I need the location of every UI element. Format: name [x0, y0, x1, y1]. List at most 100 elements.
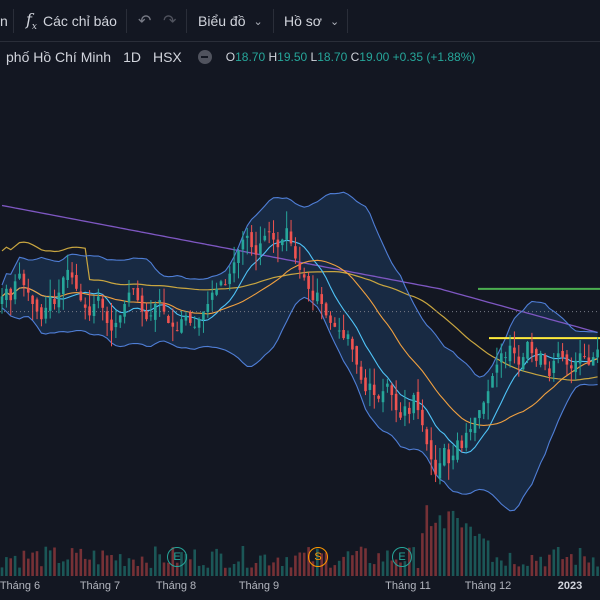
volume-bar — [250, 567, 253, 576]
candle-body — [508, 345, 512, 362]
candle-body — [149, 315, 153, 317]
candle-body — [180, 319, 183, 333]
candle-body — [425, 429, 429, 445]
candle-body — [302, 274, 306, 278]
event-letter: E — [398, 551, 406, 563]
candle-body — [451, 455, 455, 461]
volume-bar — [421, 533, 424, 576]
exchange-label[interactable]: HSX — [152, 49, 182, 65]
candle-body — [513, 347, 516, 354]
volume-bar — [281, 566, 284, 576]
volume-bar — [596, 566, 599, 576]
open-value: 18.70 — [235, 50, 266, 64]
volume-bar — [495, 557, 499, 576]
volume-bar — [399, 562, 402, 576]
volume-bar — [565, 557, 569, 576]
candle-body — [202, 311, 205, 320]
event-marker-earnings[interactable]: E — [167, 547, 187, 567]
candle-body — [224, 284, 227, 286]
volume-bar — [245, 567, 249, 576]
indicators-label: Các chỉ báo — [43, 13, 117, 29]
candle-body — [272, 233, 275, 240]
collapse-legend-icon[interactable] — [197, 50, 212, 64]
chart-menu-label: Biểu đồ — [198, 13, 246, 29]
volume-bar — [154, 546, 157, 576]
candle-body — [263, 235, 267, 241]
candle-body — [521, 357, 525, 370]
candle-body — [329, 315, 332, 323]
volume-bar — [381, 561, 385, 576]
volume-bar — [92, 550, 96, 576]
volume-bar — [167, 562, 170, 576]
volume-bar — [193, 549, 196, 576]
candle-body — [421, 409, 424, 426]
volume-bar — [206, 567, 210, 576]
candle-body — [154, 304, 157, 320]
time-axis-label: Tháng 7 — [79, 580, 121, 592]
event-marker-split[interactable]: S — [308, 547, 328, 567]
candle-body — [215, 288, 218, 295]
candle-body — [587, 357, 591, 365]
volume-bar — [158, 554, 161, 576]
candle-body — [189, 312, 192, 323]
indicators-button[interactable]: fx Các chỉ báo — [26, 0, 117, 42]
candle-body — [548, 368, 551, 376]
candle-body — [48, 296, 52, 311]
candle-body — [324, 303, 328, 316]
volume-bar — [556, 547, 560, 576]
bollinger-band-fill — [2, 192, 598, 511]
candle-body — [316, 292, 319, 302]
candle-body — [35, 299, 39, 312]
volume-bar — [548, 554, 551, 576]
candle-body — [298, 263, 302, 270]
volume-bar — [5, 557, 8, 576]
bollinger-upper-line — [1, 191, 598, 378]
event-letter: S — [314, 551, 322, 563]
volume-bar — [18, 567, 21, 576]
volume-bar — [591, 557, 595, 576]
profile-menu-button[interactable]: Hồ sơ ⌄ — [284, 0, 339, 42]
toolbar-separator — [126, 9, 127, 33]
candle-body — [250, 232, 253, 248]
candle-body — [66, 269, 69, 280]
redo-button[interactable]: ↷ — [163, 0, 176, 42]
candle-body — [390, 385, 394, 395]
volume-bar — [543, 566, 547, 576]
volume-bar — [513, 564, 516, 576]
event-letter: E — [173, 551, 181, 563]
candle-body — [254, 245, 258, 255]
candle-body — [171, 322, 175, 327]
volume-bar — [62, 561, 65, 576]
toolbar-partial-item[interactable]: n — [0, 0, 8, 42]
close-value: 19.00 — [359, 50, 390, 64]
low-label: L — [310, 50, 318, 64]
candle-body — [495, 364, 499, 373]
volume-bar — [372, 564, 376, 576]
volume-bar — [486, 540, 490, 576]
volume-bar — [40, 566, 43, 576]
volume-bar — [123, 566, 126, 576]
candle-body — [123, 304, 126, 317]
volume-bar — [346, 551, 350, 576]
undo-button[interactable]: ↶ — [138, 0, 151, 42]
volume-bar — [75, 552, 78, 576]
volume-bar — [35, 551, 39, 576]
volume-bar — [561, 559, 564, 576]
chart-menu-button[interactable]: Biểu đồ ⌄ — [198, 0, 263, 42]
volume-bar — [241, 546, 245, 576]
ma-teal-line — [1, 239, 598, 454]
volume-bar — [110, 555, 113, 576]
volume-bar — [22, 550, 26, 576]
symbol-name[interactable]: phố Hồ Chí Minh — [6, 49, 112, 65]
interval-label[interactable]: 1D — [123, 49, 141, 65]
candle-body — [570, 365, 573, 369]
event-marker-earnings[interactable]: E — [392, 547, 412, 567]
volume-bar — [355, 551, 358, 576]
candle-body — [127, 292, 131, 303]
candle-body — [79, 291, 83, 301]
candle-body — [5, 288, 8, 300]
chevron-down-icon: ⌄ — [253, 15, 263, 28]
price-chart[interactable] — [0, 42, 600, 600]
candle-body — [0, 296, 4, 304]
candle-body — [158, 300, 161, 303]
